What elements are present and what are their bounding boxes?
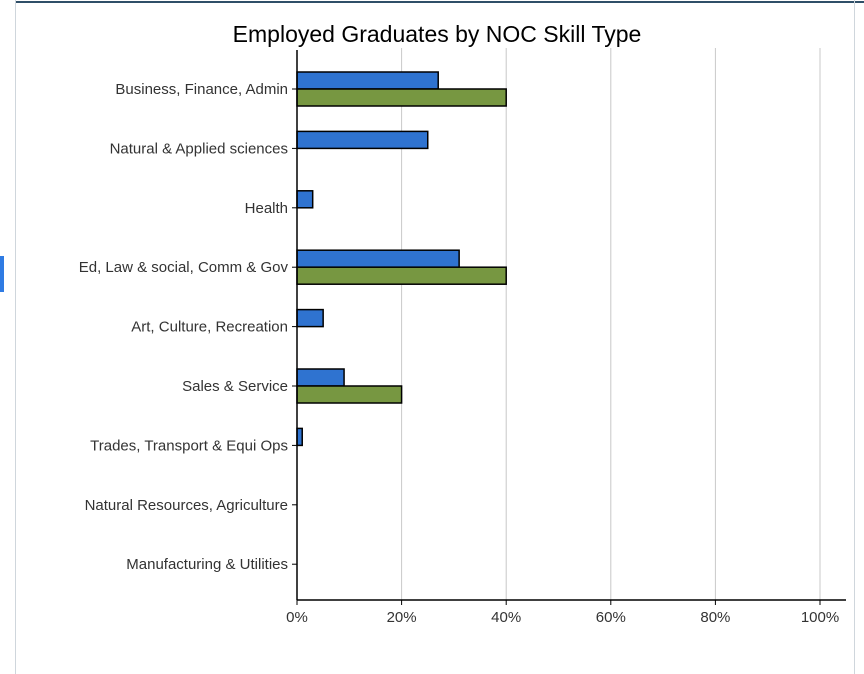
bar-s1-2 bbox=[296, 190, 314, 209]
bar-s2-5 bbox=[296, 385, 403, 404]
frame-top-border bbox=[15, 0, 864, 3]
category-label-5: Sales & Service bbox=[182, 378, 288, 395]
x-tick-label-5: 100% bbox=[801, 609, 839, 626]
category-label-6: Trades, Transport & Equi Ops bbox=[90, 437, 288, 454]
x-tick-labels: 0% 20% 40% 60% 80% 100% bbox=[286, 609, 839, 626]
x-tick-label-2: 40% bbox=[491, 609, 521, 626]
bar-s2-0 bbox=[296, 88, 507, 107]
x-tick-label-0: 0% bbox=[286, 609, 308, 626]
category-labels: Business, Finance, Admin Natural & Applie… bbox=[79, 81, 289, 573]
bar-s1-6 bbox=[296, 427, 303, 447]
frame-right-border bbox=[854, 0, 855, 674]
bar-s1-3 bbox=[296, 249, 460, 268]
category-label-4: Art, Culture, Recreation bbox=[131, 319, 288, 336]
grid-lines bbox=[401, 48, 821, 600]
category-label-8: Manufacturing & Utilities bbox=[126, 556, 288, 573]
bar-s1-5 bbox=[296, 368, 345, 387]
category-label-7: Natural Resources, Agriculture bbox=[85, 497, 288, 514]
axes bbox=[292, 50, 846, 605]
chart-title: Employed Graduates by NOC Skill Type bbox=[233, 21, 642, 47]
x-tick-label-3: 60% bbox=[596, 609, 626, 626]
x-tick-label-4: 80% bbox=[700, 609, 730, 626]
bar-s2-3 bbox=[296, 266, 507, 285]
x-tick-label-1: 20% bbox=[387, 609, 417, 626]
category-label-1: Natural & Applied sciences bbox=[110, 140, 288, 157]
category-label-2: Health bbox=[245, 200, 288, 217]
category-label-0: Business, Finance, Admin bbox=[115, 81, 288, 98]
bar-s1-1 bbox=[296, 130, 429, 150]
category-label-3: Ed, Law & social, Comm & Gov bbox=[79, 259, 289, 276]
bar-s1-0 bbox=[296, 71, 439, 90]
bar-s1-4 bbox=[296, 308, 324, 328]
frame-left-border bbox=[15, 0, 16, 674]
left-accent-bar bbox=[0, 256, 4, 292]
